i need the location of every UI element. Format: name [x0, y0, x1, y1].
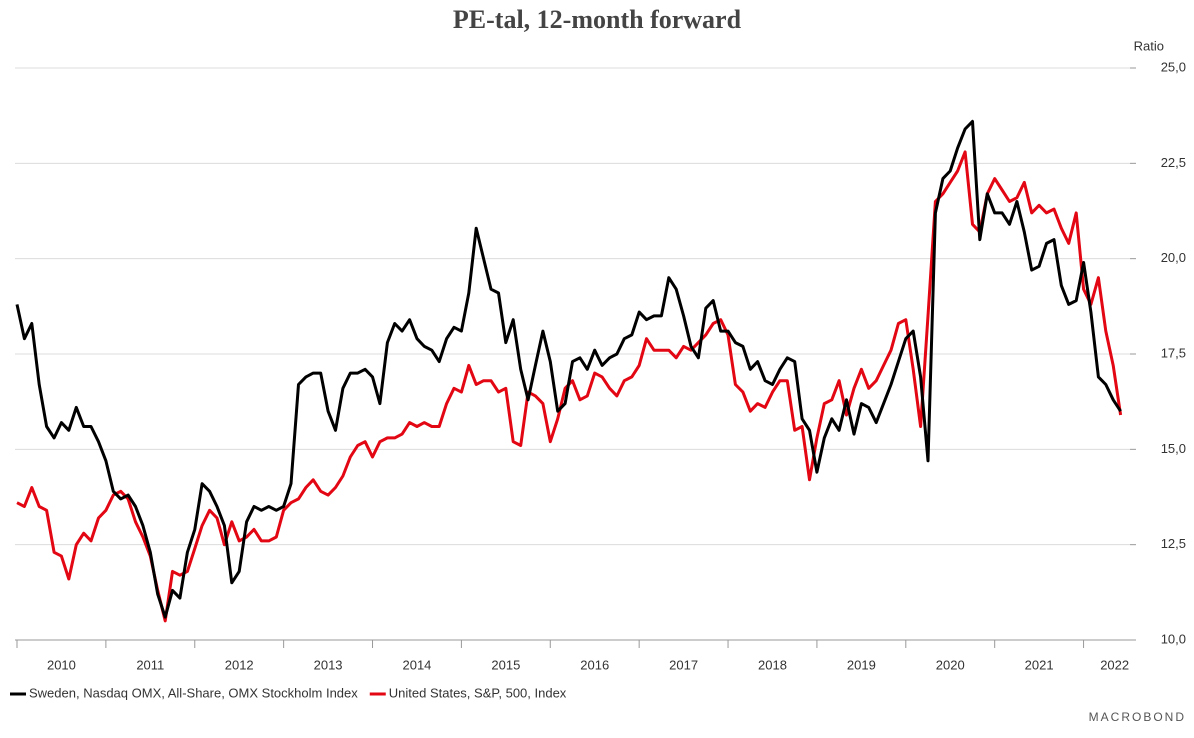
x-tick-label: 2011 — [136, 657, 164, 672]
y-tick-label: 25,0 — [1161, 59, 1186, 74]
source-logo: MACROBOND — [1089, 710, 1186, 724]
x-tick-label: 2015 — [491, 657, 520, 672]
chart-title: PE-tal, 12-month forward — [453, 5, 742, 34]
x-tick-label: 2020 — [936, 657, 965, 672]
x-tick-label: 2022 — [1100, 657, 1129, 672]
x-tick-label: 2017 — [669, 657, 698, 672]
legend-label: United States, S&P, 500, Index — [389, 685, 567, 700]
y-axis-label: Ratio — [1134, 38, 1164, 53]
y-tick-label: 10,0 — [1161, 631, 1186, 646]
x-tick-label: 2016 — [580, 657, 609, 672]
legend-label: Sweden, Nasdaq OMX, All-Share, OMX Stock… — [29, 685, 358, 700]
y-tick-label: 12,5 — [1161, 536, 1186, 551]
y-tick-label: 20,0 — [1161, 250, 1186, 265]
x-tick-label: 2013 — [314, 657, 343, 672]
series-line — [15, 119, 1122, 619]
y-tick-label: 15,0 — [1161, 441, 1186, 456]
x-tick-label: 2014 — [402, 657, 431, 672]
x-tick-label: 2018 — [758, 657, 787, 672]
y-tick-label: 22,5 — [1161, 155, 1186, 170]
x-tick-label: 2021 — [1025, 657, 1054, 672]
y-tick-label: 17,5 — [1161, 345, 1186, 360]
x-tick-label: 2010 — [47, 657, 76, 672]
x-tick-label: 2012 — [225, 657, 254, 672]
x-tick-label: 2019 — [847, 657, 876, 672]
